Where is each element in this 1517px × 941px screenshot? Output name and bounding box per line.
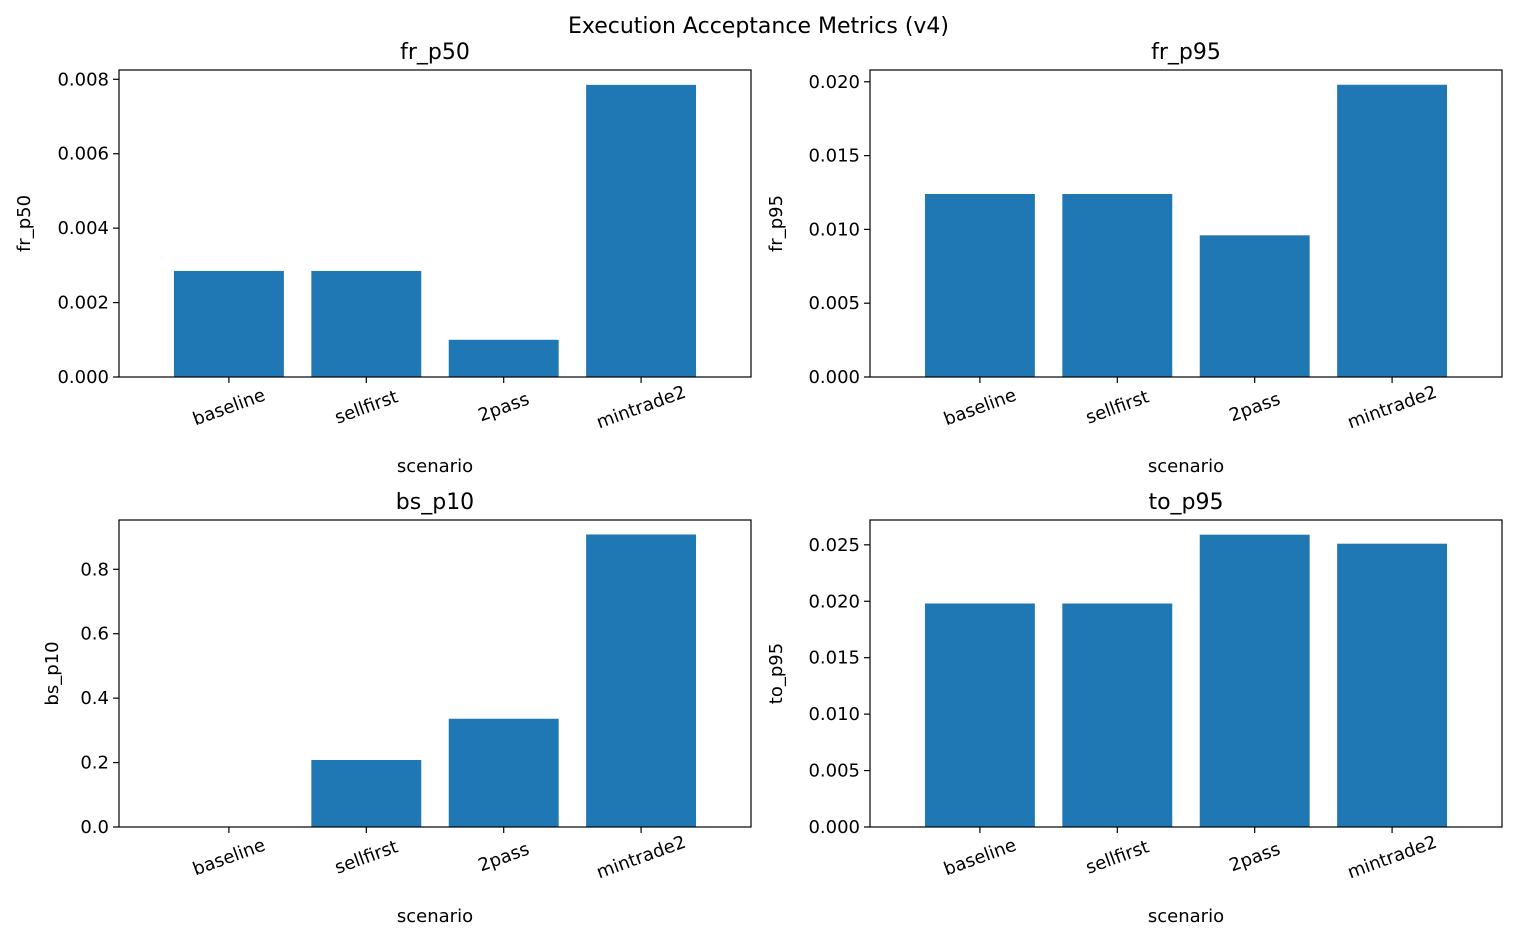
y-tick-label: 0.010: [808, 704, 860, 725]
bar-2pass: [448, 339, 559, 377]
bar-baseline: [173, 270, 284, 377]
y-tick-label: 0.005: [808, 761, 860, 782]
subplot-title: fr_p95: [1151, 40, 1221, 65]
bar-mintrade2: [1337, 543, 1448, 827]
x-axis-label: scenario: [397, 906, 473, 927]
y-tick-label: 0.0: [80, 817, 109, 838]
x-tick-label: baseline: [941, 835, 1019, 881]
y-tick-label: 0.020: [808, 72, 860, 93]
subplot-title: to_p95: [1148, 490, 1223, 515]
x-tick-label: mintrade2: [1345, 832, 1440, 884]
subplot-fr_p50: 0.000 0.002 0.004 0.006 0.008 baseline sellfir…: [14, 40, 752, 477]
bar-sellfirst: [1062, 193, 1173, 377]
x-tick-label: mintrade2: [1345, 382, 1440, 434]
y-tick-label: 0.000: [57, 367, 109, 388]
subplot-bs_p10: 0.0 0.2 0.4 0.6 0.8 baseline sellfirst 2pass min…: [42, 490, 752, 927]
x-axis-label: scenario: [1148, 456, 1224, 477]
x-tick-label: 2pass: [1227, 839, 1284, 877]
y-tick-label: 0.006: [57, 144, 109, 165]
bar-mintrade2: [586, 84, 697, 377]
y-axis-label: fr_p95: [766, 195, 787, 252]
y-tick-label: 0.000: [808, 817, 860, 838]
bar-sellfirst: [1062, 603, 1173, 827]
x-tick-label: sellfirst: [332, 386, 401, 428]
y-tick-label: 0.4: [80, 688, 109, 709]
x-tick-label: mintrade2: [594, 382, 689, 434]
x-tick-label: sellfirst: [332, 836, 401, 878]
axes-frame: [869, 519, 1503, 828]
y-tick-label: 0.025: [808, 535, 860, 556]
bar-2pass: [1199, 235, 1310, 377]
x-tick-label: 2pass: [1227, 389, 1284, 427]
bar-sellfirst: [311, 759, 422, 827]
axes-frame: [118, 519, 752, 828]
subplot-title: fr_p50: [400, 40, 470, 65]
y-tick-label: 0.000: [808, 367, 860, 388]
bar-sellfirst: [311, 270, 422, 377]
bar-2pass: [1199, 534, 1310, 827]
y-axis-label: fr_p50: [14, 195, 35, 252]
y-axis-label: to_p95: [766, 643, 787, 704]
y-tick-label: 0.8: [80, 559, 109, 580]
bar-2pass: [448, 718, 559, 827]
y-tick-label: 0.6: [80, 624, 109, 645]
x-tick-label: 2pass: [476, 389, 533, 427]
axes-frame: [118, 69, 752, 378]
subplot-fr_p95: 0.000 0.005 0.010 0.015 0.020 baseline sellfir…: [766, 40, 1503, 477]
y-tick-label: 0.008: [57, 69, 109, 90]
x-axis-label: scenario: [1148, 906, 1224, 927]
figure-title: Execution Acceptance Metrics (v4): [568, 14, 949, 39]
bar-mintrade2: [586, 534, 697, 827]
y-tick-label: 0.2: [80, 753, 109, 774]
y-tick-label: 0.005: [808, 293, 860, 314]
x-tick-label: 2pass: [476, 839, 533, 877]
x-tick-label: sellfirst: [1083, 836, 1152, 878]
x-tick-label: sellfirst: [1083, 386, 1152, 428]
x-tick-label: mintrade2: [594, 832, 689, 884]
bar-mintrade2: [1337, 84, 1448, 377]
bar-baseline: [924, 193, 1035, 377]
bar-baseline: [924, 603, 1035, 827]
axes-frame: [869, 69, 1503, 378]
x-tick-label: baseline: [190, 385, 268, 431]
subplot-title: bs_p10: [396, 490, 474, 515]
y-axis-label: bs_p10: [42, 641, 63, 705]
x-tick-label: baseline: [941, 385, 1019, 431]
y-tick-label: 0.004: [57, 218, 109, 239]
y-tick-label: 0.010: [808, 219, 860, 240]
y-tick-label: 0.002: [57, 293, 109, 314]
subplot-to_p95: 0.000 0.005 0.010 0.015 0.020 0.025 baseline se…: [766, 490, 1503, 927]
y-tick-label: 0.020: [808, 591, 860, 612]
x-tick-label: baseline: [190, 835, 268, 881]
x-axis-label: scenario: [397, 456, 473, 477]
y-tick-label: 0.015: [808, 648, 860, 669]
y-tick-label: 0.015: [808, 146, 860, 167]
